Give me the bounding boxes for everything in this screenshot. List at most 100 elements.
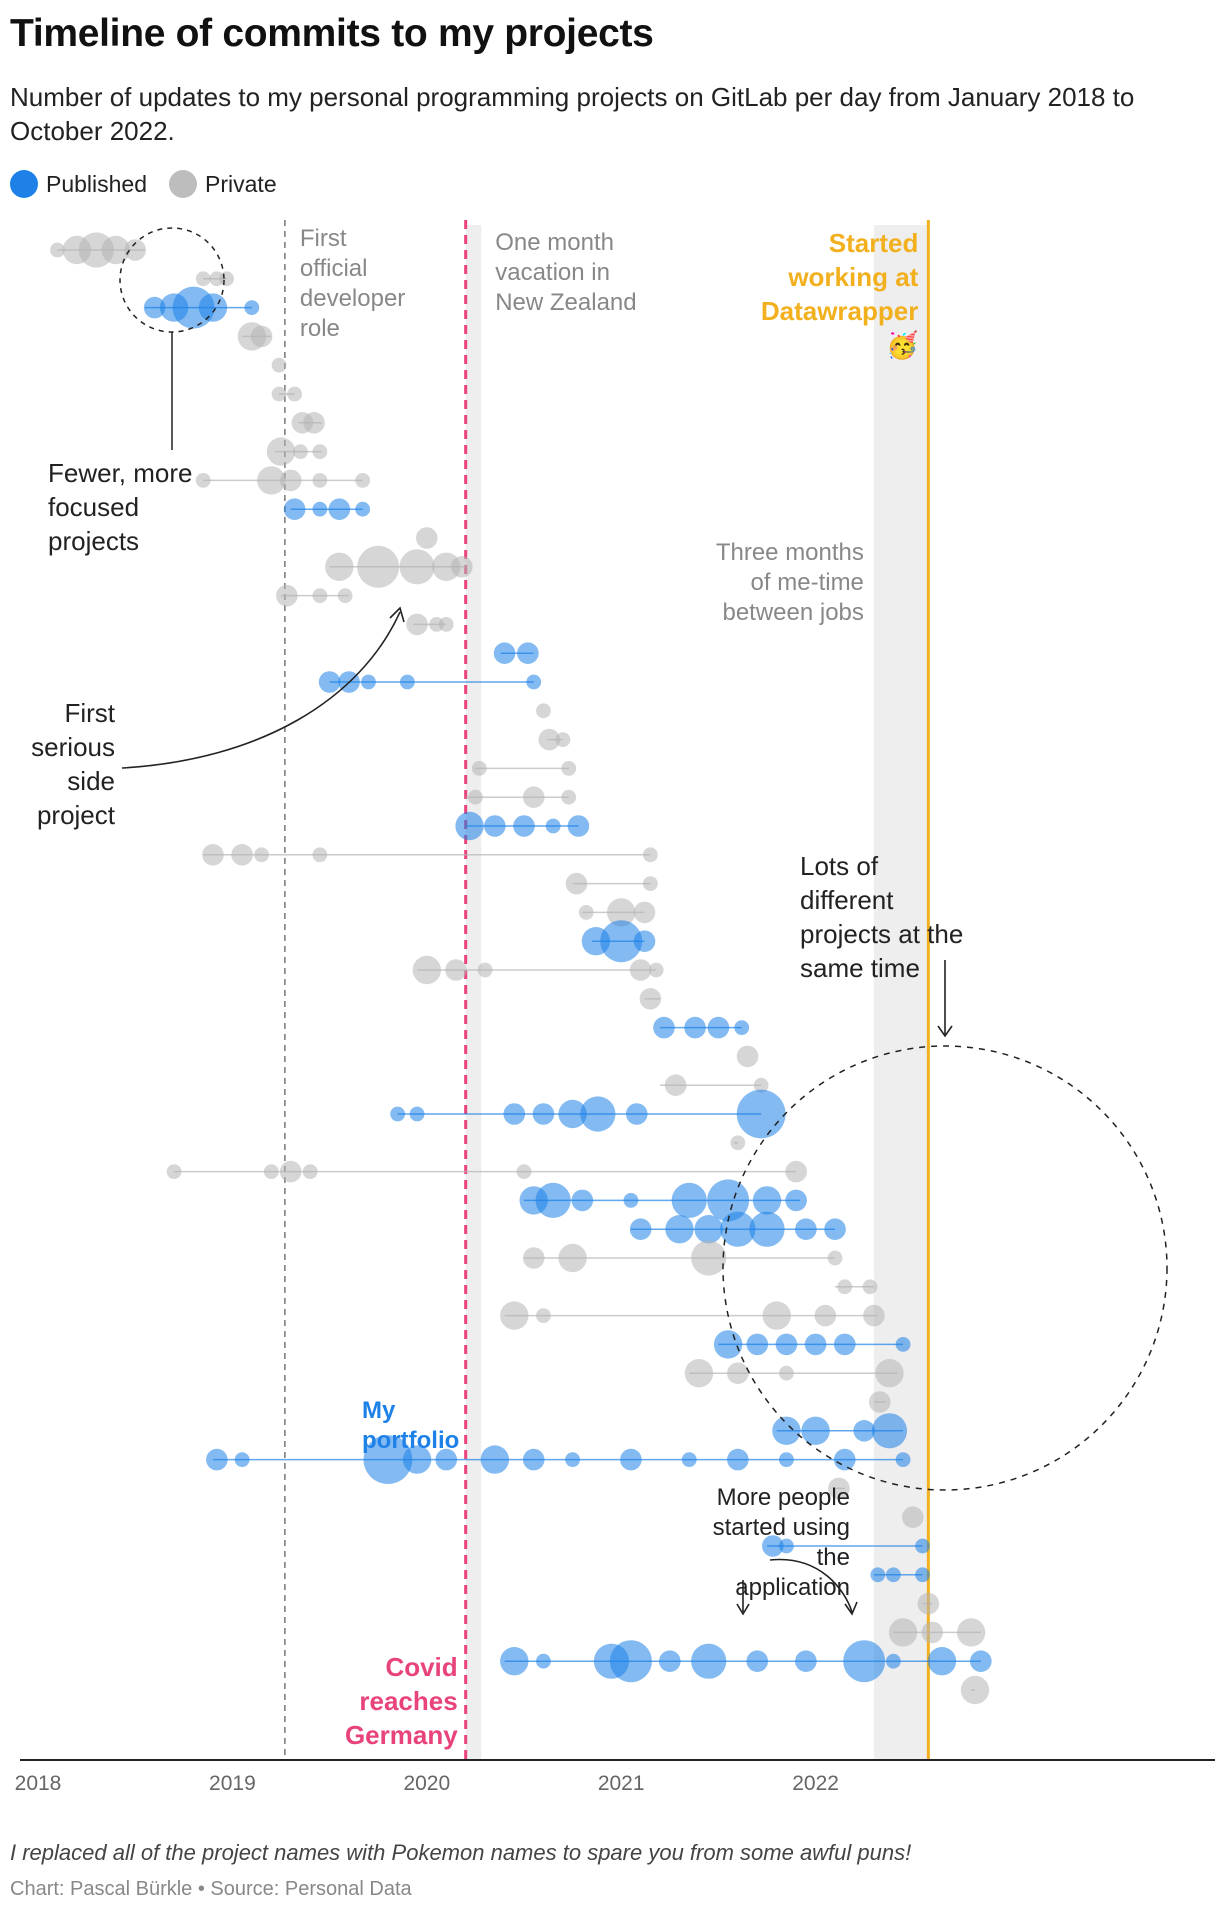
commit-point — [536, 1308, 551, 1323]
legend: Published Private — [10, 170, 299, 198]
project-row — [888, 1618, 986, 1647]
commit-point — [558, 1243, 587, 1273]
commit-point — [607, 898, 636, 927]
commit-point — [202, 844, 224, 866]
commit-point — [762, 1301, 791, 1330]
project-row — [390, 1089, 786, 1139]
commit-point — [279, 1160, 302, 1183]
project-row — [465, 786, 577, 808]
commit-point — [665, 1215, 694, 1244]
commit-point — [198, 293, 228, 322]
legend-item-private: Private — [169, 170, 277, 198]
commit-point — [124, 239, 146, 261]
chart-note: I replaced all of the project names with… — [10, 1840, 912, 1865]
project-row — [653, 1016, 750, 1039]
project-row — [50, 232, 146, 268]
project-row — [684, 1359, 904, 1388]
commit-point — [671, 1182, 707, 1218]
commit-point — [843, 1640, 886, 1683]
project-row — [471, 761, 577, 776]
commit-point — [561, 761, 577, 776]
commit-point — [445, 959, 467, 981]
commit-point — [493, 642, 516, 664]
commit-point — [244, 300, 260, 315]
commit-point — [195, 473, 211, 488]
project-row — [538, 728, 571, 751]
commit-point — [804, 1333, 827, 1356]
commit-point — [875, 1359, 904, 1388]
commit-point — [746, 1333, 769, 1356]
commit-point — [219, 271, 234, 287]
commit-point — [720, 1211, 756, 1247]
commit-point — [734, 1020, 750, 1035]
annotation-circle-large — [722, 1045, 1168, 1491]
chart-source: Chart: Pascal Bürkle • Source: Personal … — [10, 1878, 412, 1900]
annotation-arrowhead-side-project — [389, 606, 405, 623]
commit-point — [357, 545, 400, 588]
legend-dot-published — [10, 170, 38, 198]
commit-point — [432, 552, 461, 581]
project-row — [406, 613, 454, 636]
commit-point — [775, 1333, 798, 1356]
project-row — [143, 286, 260, 329]
x-tick-label: 2020 — [403, 1772, 450, 1795]
commit-point — [870, 1567, 886, 1583]
commit-point — [707, 1016, 730, 1039]
project-row — [660, 1074, 769, 1096]
commit-point — [455, 811, 484, 841]
commit-point — [477, 962, 493, 978]
commit-point — [681, 1452, 697, 1467]
commit-point — [337, 588, 353, 603]
chart-title: Timeline of commits to my projects — [10, 12, 654, 55]
chart-subtitle: Number of updates to my personal program… — [10, 82, 1135, 146]
commit-point — [522, 786, 545, 808]
commit-point — [727, 1362, 749, 1384]
project-row — [500, 1301, 885, 1330]
commit-point — [653, 1016, 675, 1039]
commit-point — [263, 1164, 279, 1179]
project-row — [195, 271, 234, 287]
commit-point — [600, 920, 643, 963]
commit-point — [727, 1448, 749, 1471]
commit-point — [648, 962, 664, 978]
x-tick-label: 2022 — [792, 1772, 839, 1795]
commit-point — [538, 728, 561, 751]
project-row — [266, 437, 328, 466]
commit-point — [779, 1365, 794, 1381]
commit-point — [250, 325, 273, 348]
commit-point — [361, 674, 376, 690]
commit-point — [522, 1247, 545, 1269]
commit-point — [629, 959, 652, 981]
shaded-period-0 — [465, 225, 482, 1760]
commit-point — [868, 1391, 891, 1413]
project-rows — [50, 232, 992, 1705]
commit-point — [629, 1218, 652, 1240]
legend-item-published: Published — [10, 170, 147, 198]
project-row — [271, 386, 303, 402]
commit-point — [888, 1618, 918, 1647]
shade-label-vacation: One month vacation in New Zealand — [495, 229, 636, 316]
annotation-arrow-people-2 — [769, 1558, 853, 1613]
project-row — [522, 1240, 843, 1276]
commit-point — [684, 1016, 706, 1039]
project-row — [868, 1391, 891, 1413]
commit-point — [571, 1189, 594, 1212]
commit-point — [895, 1452, 911, 1467]
commit-point — [707, 1179, 750, 1222]
commit-point — [266, 437, 296, 466]
commit-point — [399, 549, 435, 585]
commit-point — [206, 1448, 228, 1471]
commit-point — [927, 1647, 957, 1676]
commit-point — [752, 1186, 782, 1215]
commit-point — [833, 1333, 856, 1356]
project-row — [828, 1477, 850, 1500]
commit-point — [837, 1279, 853, 1295]
commit-point — [862, 1279, 878, 1295]
commit-point — [402, 1445, 432, 1474]
project-row — [960, 1675, 990, 1705]
marker-label-developer-role: First official developer role — [300, 225, 405, 342]
commit-point — [312, 473, 328, 488]
commit-point — [970, 1650, 992, 1672]
annotation-side-project: First serious side project — [31, 698, 116, 830]
project-row — [416, 527, 438, 549]
